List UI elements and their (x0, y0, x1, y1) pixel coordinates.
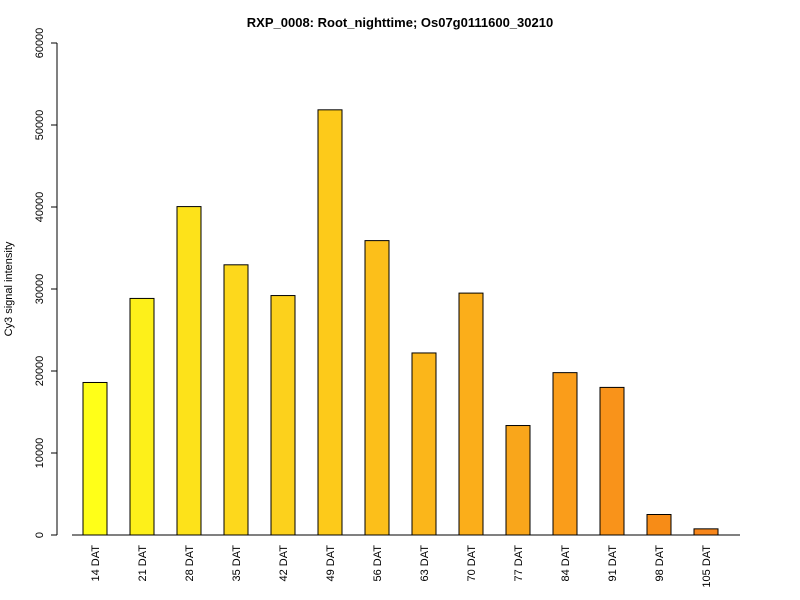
y-axis: 0 10000 20000 30000 40000 50000 60000 (34, 28, 58, 538)
x-tick-label: 70 DAT (466, 545, 478, 582)
bar (223, 264, 249, 536)
x-tick-label: 84 DAT (560, 545, 572, 582)
bar (176, 206, 202, 536)
bar (505, 425, 531, 536)
bar (270, 295, 296, 536)
y-tick-label: 50000 (34, 110, 46, 141)
y-tick-label: 40000 (34, 192, 46, 223)
bar (364, 240, 390, 536)
x-tick-label: 49 DAT (325, 545, 337, 582)
bar (693, 528, 719, 536)
bar (317, 109, 343, 536)
x-tick-label: 63 DAT (419, 545, 431, 582)
x-tick-label: 14 DAT (90, 545, 102, 582)
x-tick-label: 98 DAT (654, 545, 666, 582)
bar (552, 372, 578, 536)
x-axis: 14 DAT 21 DAT 28 DAT 35 DAT 42 DAT 49 DAT 56 D… (72, 534, 740, 588)
y-axis-label: Cy3 signal intensity (3, 241, 15, 336)
y-tick-label: 0 (34, 532, 46, 538)
x-tick-label: 21 DAT (137, 545, 149, 582)
bar (458, 292, 484, 536)
bars (82, 109, 719, 536)
y-tick-label: 20000 (34, 356, 46, 387)
bar (646, 514, 672, 536)
x-tick-label: 42 DAT (278, 545, 290, 582)
x-tick-label: 35 DAT (231, 545, 243, 582)
y-tick-label: 30000 (34, 274, 46, 305)
bar (82, 381, 108, 536)
y-tick-label: 60000 (34, 28, 46, 59)
chart-title: RXP_0008: Root_nighttime; Os07g0111600_3… (247, 15, 553, 30)
bar (599, 386, 625, 536)
x-tick-label: 28 DAT (184, 545, 196, 582)
x-tick-label: 56 DAT (372, 545, 384, 582)
x-tick-label: 77 DAT (513, 545, 525, 582)
y-tick-label: 10000 (34, 438, 46, 469)
x-tick-label: 105 DAT (701, 545, 713, 588)
x-tick-label: 91 DAT (607, 545, 619, 582)
bar (411, 352, 437, 536)
bar (129, 297, 155, 536)
